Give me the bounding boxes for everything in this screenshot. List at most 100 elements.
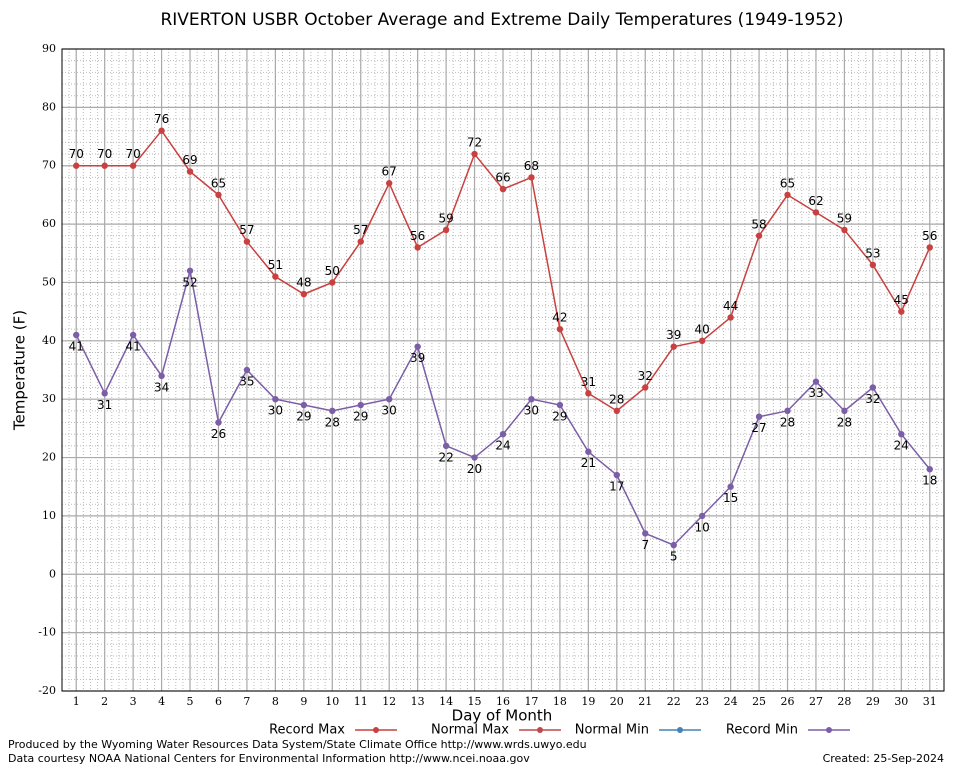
legend-marker xyxy=(826,727,832,733)
y-tick-label: 90 xyxy=(42,42,56,55)
x-tick-label: 14 xyxy=(439,695,453,708)
point xyxy=(243,366,251,374)
x-tick-label: 6 xyxy=(215,695,222,708)
x-tick-label: 8 xyxy=(272,695,279,708)
point xyxy=(73,162,80,169)
data-label: 52 xyxy=(182,275,197,289)
x-tick-label: 3 xyxy=(130,695,137,708)
x-tick-label: 20 xyxy=(610,695,624,708)
data-label: 35 xyxy=(239,375,254,389)
x-tick-label: 7 xyxy=(243,695,250,708)
data-label: 62 xyxy=(808,194,823,208)
data-label: 28 xyxy=(325,415,340,429)
data-label: 66 xyxy=(495,171,510,185)
y-tick-label: 30 xyxy=(42,392,56,405)
data-label: 50 xyxy=(325,264,340,278)
point xyxy=(869,384,877,391)
y-tick-label: 0 xyxy=(49,567,56,580)
point xyxy=(357,401,364,409)
point xyxy=(186,168,194,175)
y-axis-label: Temperature (F) xyxy=(11,310,29,431)
point xyxy=(471,150,478,158)
x-tick-label: 9 xyxy=(300,695,307,708)
y-tick-label: 50 xyxy=(42,275,56,288)
y-tick-label: 60 xyxy=(42,217,56,230)
legend-label: Normal Max xyxy=(431,723,509,738)
point xyxy=(926,244,933,251)
x-tick-label: 5 xyxy=(187,695,194,708)
x-tick-label: 30 xyxy=(894,695,908,708)
point xyxy=(385,395,393,403)
point xyxy=(499,431,507,438)
footer-line: Data courtesy NOAA National Centers for … xyxy=(8,752,530,765)
y-tick-label: 10 xyxy=(42,509,56,522)
data-label: 68 xyxy=(524,159,539,173)
y-tick-label: 70 xyxy=(42,159,56,172)
point xyxy=(670,541,677,549)
data-label: 18 xyxy=(922,474,937,488)
legend-marker xyxy=(677,727,683,733)
chart-title: RIVERTON USBR October Average and Extrem… xyxy=(160,10,843,30)
x-tick-label: 28 xyxy=(837,695,851,708)
point xyxy=(898,431,905,438)
y-tick-label: 40 xyxy=(42,334,56,347)
y-tick-label: 20 xyxy=(42,451,56,464)
point xyxy=(272,395,279,403)
x-tick-label: 22 xyxy=(667,695,681,708)
point xyxy=(442,226,450,234)
data-label: 30 xyxy=(268,404,283,418)
point xyxy=(329,279,336,286)
x-tick-label: 27 xyxy=(809,695,823,708)
point xyxy=(186,267,194,274)
legend-marker xyxy=(373,727,379,733)
y-tick-label: -20 xyxy=(38,684,56,697)
point xyxy=(272,273,279,280)
data-label: 39 xyxy=(410,351,425,365)
point xyxy=(670,343,677,350)
data-label: 30 xyxy=(524,404,539,418)
x-tick-label: 16 xyxy=(496,695,510,708)
point xyxy=(841,407,848,415)
data-label: 41 xyxy=(125,339,140,353)
x-axis-label: Day of Month xyxy=(452,707,553,725)
legend-label: Record Min xyxy=(726,723,798,738)
data-label: 28 xyxy=(780,415,795,429)
point xyxy=(556,325,564,333)
x-tick-label: 1 xyxy=(73,695,80,708)
x-tick-label: 29 xyxy=(866,695,880,708)
data-label: 20 xyxy=(467,462,482,476)
footer-line: Produced by the Wyoming Water Resources … xyxy=(8,738,587,751)
point xyxy=(812,209,820,216)
x-tick-label: 11 xyxy=(354,695,368,708)
data-label: 30 xyxy=(382,404,397,418)
point xyxy=(129,331,137,339)
x-tick-label: 23 xyxy=(695,695,709,708)
point xyxy=(755,413,763,420)
data-label: 70 xyxy=(125,147,140,161)
data-label: 21 xyxy=(581,456,596,470)
point xyxy=(613,407,621,415)
point xyxy=(755,232,763,239)
x-tick-label: 18 xyxy=(553,695,567,708)
point xyxy=(727,314,734,321)
data-label: 59 xyxy=(438,211,453,225)
point xyxy=(585,390,592,397)
x-tick-label: 31 xyxy=(923,695,937,708)
point xyxy=(414,343,421,350)
legend-marker xyxy=(537,727,543,733)
point xyxy=(784,407,791,415)
point xyxy=(898,308,905,315)
data-label: 24 xyxy=(495,439,510,453)
data-label: 17 xyxy=(609,480,624,494)
point xyxy=(585,448,592,455)
data-label: 39 xyxy=(666,328,681,342)
x-tick-label: 17 xyxy=(524,695,538,708)
point xyxy=(101,162,108,169)
x-tick-label: 19 xyxy=(581,695,595,708)
data-label: 57 xyxy=(239,223,254,237)
data-label: 5 xyxy=(670,550,678,564)
data-label: 67 xyxy=(382,165,397,179)
point xyxy=(158,127,165,134)
data-label: 40 xyxy=(695,322,710,336)
